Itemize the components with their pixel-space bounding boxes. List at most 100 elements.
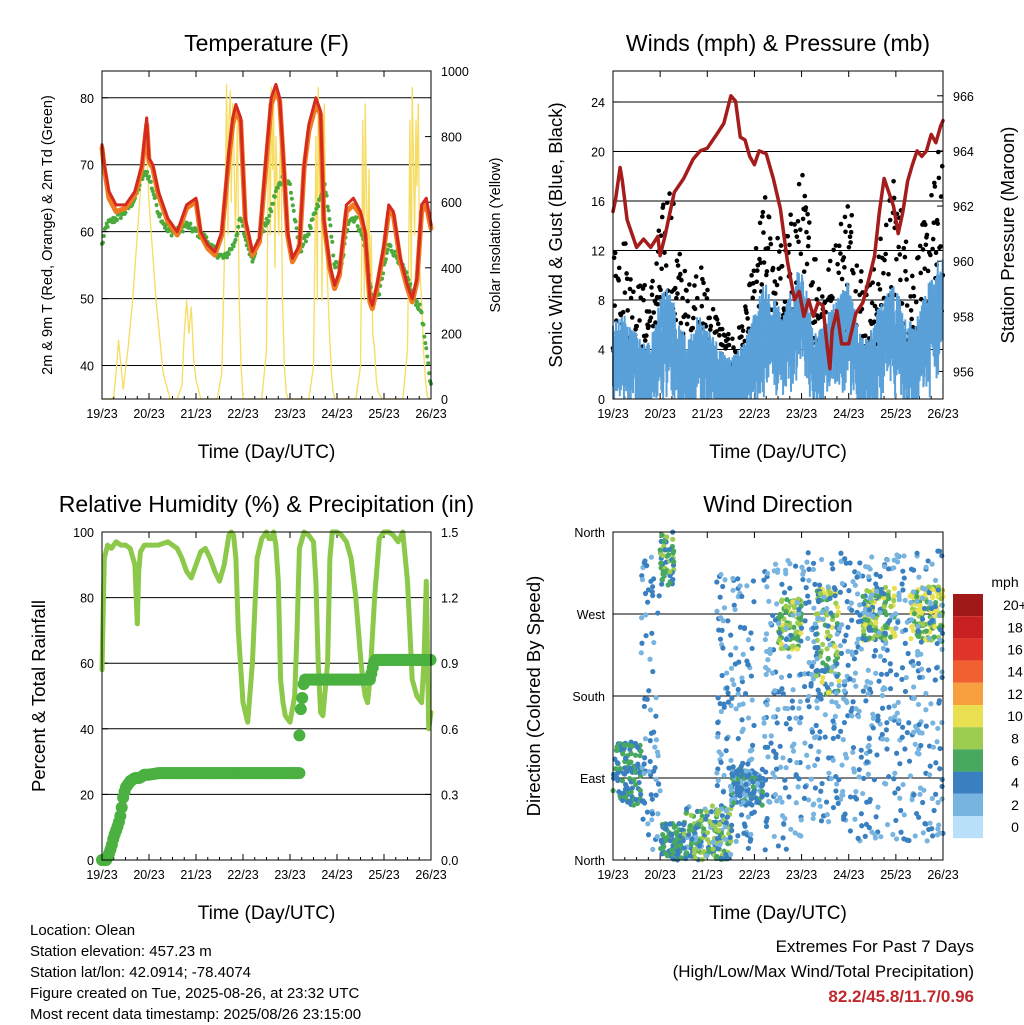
wind-direction-point (936, 822, 942, 828)
wind-gust-point (841, 255, 847, 260)
wind-gust-point (768, 241, 774, 247)
dewpoint-point (288, 190, 293, 195)
wind-gust-point (792, 222, 797, 227)
wind-direction-point (883, 624, 889, 630)
winds-xtick-label: 19/23 (597, 407, 628, 421)
wind-direction-point (729, 827, 735, 834)
wind-direction-point (642, 558, 648, 564)
wind-direction-point (910, 662, 917, 669)
wind-direction-point (675, 851, 681, 857)
wind-gust-point (622, 290, 628, 295)
wind-direction-point (735, 784, 742, 791)
wind-gust-point (804, 229, 809, 235)
wind-direction-point (832, 586, 838, 592)
wind-gust-point (898, 277, 903, 283)
wind-direction-point (633, 781, 639, 788)
wind-gust-point (659, 266, 664, 272)
wind-direction-point (804, 752, 810, 758)
wind-gust-point (624, 271, 629, 276)
legend-swatch (953, 749, 983, 772)
legend-swatch (953, 705, 983, 728)
wind-direction-point (662, 826, 668, 832)
humidity-xtick-label: 24/23 (321, 868, 352, 882)
wind-gust-point (745, 316, 750, 321)
wind-direction-point (819, 780, 825, 787)
wind-gust-point (795, 218, 801, 224)
wind-direction-point (834, 781, 840, 787)
wind-gust-point (628, 295, 634, 301)
wind-gust-point (800, 172, 805, 178)
wind-direction-point (817, 803, 823, 809)
winds-xtick-label: 26/23 (927, 407, 958, 421)
wind-gust-point (788, 212, 793, 218)
wind-direction-point (852, 582, 858, 588)
wind-direction-point (821, 594, 827, 600)
wind-direction-point (806, 693, 812, 699)
wind-direction-point (811, 659, 817, 666)
direction-xtick-label: 25/23 (880, 868, 911, 882)
wind-gust-point (684, 321, 690, 327)
wind-direction-point (773, 751, 779, 757)
wind-direction-point (809, 729, 816, 735)
wind-direction-point (698, 817, 704, 823)
wind-direction-point (926, 590, 932, 596)
wind-direction-point (870, 613, 876, 619)
wind-direction-point (876, 630, 882, 636)
wind-direction-point (816, 597, 822, 603)
wind-gust-point (798, 251, 804, 257)
wind-gust-point (847, 234, 853, 240)
wind-direction-point (930, 833, 936, 839)
humidity-xtick-label: 20/23 (133, 868, 164, 882)
winds-y2tick-label: 964 (953, 145, 974, 159)
wind-direction-point (876, 678, 882, 684)
wind-direction-point (710, 846, 716, 852)
wind-direction-point (814, 756, 821, 762)
wind-direction-point (829, 561, 835, 567)
dewpoint-point (288, 182, 292, 187)
wind-direction-point (621, 770, 627, 776)
wind-direction-point (813, 631, 819, 637)
wind-direction-point (891, 776, 897, 782)
wind-gust-point (629, 315, 635, 320)
wind-direction-point (656, 593, 662, 599)
wind-gust-point (845, 204, 851, 209)
wind-direction-point (625, 799, 631, 805)
wind-direction-point (649, 796, 655, 802)
wind-direction-point (808, 743, 814, 749)
wind-direction-point (885, 566, 892, 572)
wind-direction-point (747, 748, 753, 754)
dewpoint-point (294, 226, 299, 231)
wind-direction-point (883, 727, 889, 733)
wind-gust-point (627, 286, 633, 292)
wind-gust-point (904, 277, 909, 282)
wind-gust-point (726, 331, 731, 337)
wind-direction-point (650, 592, 656, 599)
wind-direction-point (936, 613, 943, 619)
wind-direction-point (770, 770, 776, 776)
wind-direction-point (796, 705, 802, 711)
wind-direction-point (714, 853, 720, 860)
dewpoint-point (145, 170, 150, 175)
wind-direction-point (915, 660, 922, 667)
wind-direction-point (850, 699, 856, 705)
wind-direction-point (749, 645, 755, 652)
wind-direction-point (802, 740, 808, 746)
wind-direction-point (812, 621, 818, 627)
station-pressure-line (611, 94, 945, 371)
wind-direction-point (911, 611, 918, 617)
wind-direction-point (688, 812, 694, 818)
winds-ytick-label: 20 (591, 145, 605, 159)
wind-gust-point (932, 180, 937, 186)
temperature-y2tick-label: 800 (441, 131, 462, 145)
wind-direction-point (761, 577, 767, 583)
wind-gust-point (653, 320, 658, 325)
dewpoint-point (385, 247, 390, 252)
wind-direction-point (881, 657, 888, 664)
wind-direction-point (733, 645, 739, 651)
wind-direction-point (908, 599, 914, 606)
dewpoint-point (233, 237, 238, 242)
wind-direction-point (744, 774, 751, 780)
dewpoint-point (180, 229, 185, 234)
wind-direction-point (693, 825, 699, 831)
wind-direction-point (893, 836, 900, 842)
